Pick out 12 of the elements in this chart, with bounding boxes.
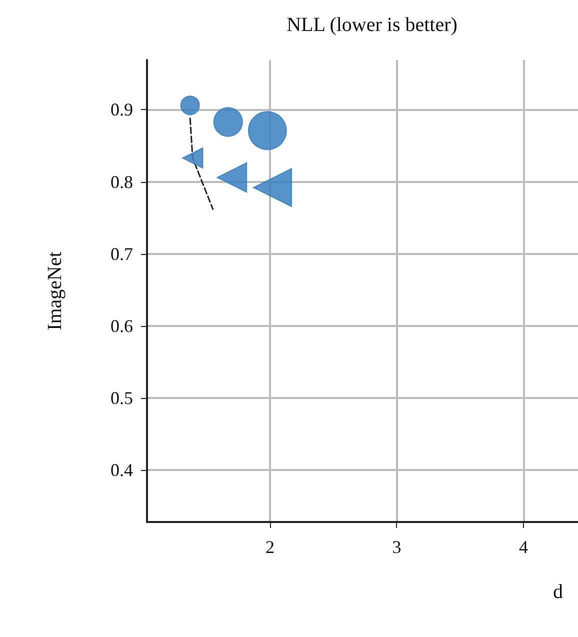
y-tick-label: 0.9 [110, 100, 133, 120]
x-tick-label: 2 [265, 537, 274, 557]
x-tick-label: 4 [518, 537, 528, 557]
chart-title: NLL (lower is better) [286, 14, 458, 36]
y-tick-label: 0.8 [110, 172, 133, 192]
y-tick-label: 0.6 [110, 316, 133, 336]
y-tick-label: 0.5 [110, 388, 133, 408]
x-tick-label: 3 [392, 537, 402, 557]
x-axis-title: d [553, 581, 563, 603]
y-axis-title: ImageNet [44, 251, 66, 330]
y-tick-label: 0.7 [110, 244, 133, 264]
y-tick-label: 0.4 [110, 460, 133, 480]
